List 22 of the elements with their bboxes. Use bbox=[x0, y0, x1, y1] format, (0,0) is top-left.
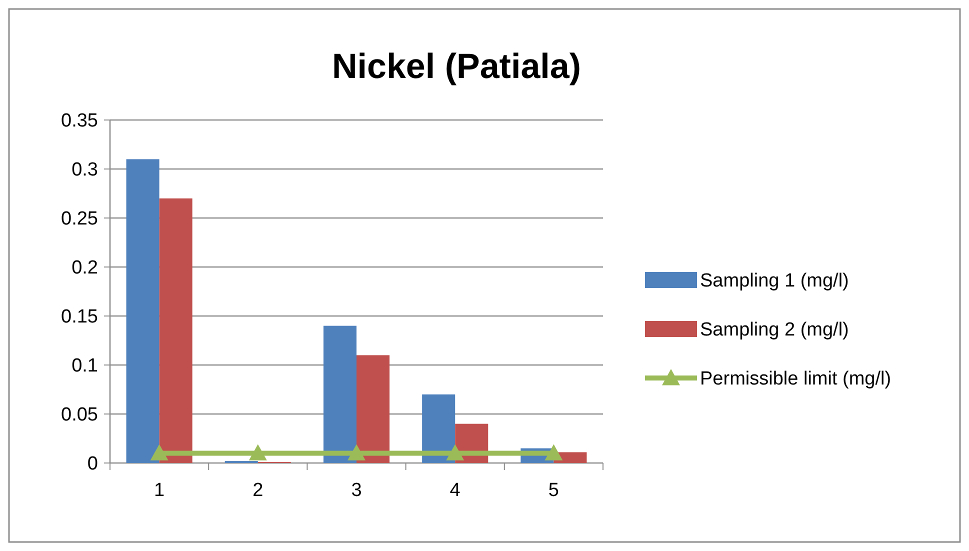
y-tick-label: 0.15 bbox=[61, 306, 98, 328]
y-tick-label: 0.2 bbox=[72, 258, 98, 279]
bar bbox=[323, 326, 356, 463]
x-tick-label: 4 bbox=[450, 480, 461, 501]
x-tick-label: 3 bbox=[351, 480, 362, 501]
x-tick-label: 5 bbox=[548, 480, 559, 501]
legend-label: Sampling 1 (mg/l) bbox=[700, 270, 849, 292]
legend-label: Permissible limit (mg/l) bbox=[700, 368, 892, 390]
y-tick-label: 0.3 bbox=[72, 160, 98, 181]
y-tick-label: 0.1 bbox=[72, 356, 98, 377]
bar bbox=[356, 355, 390, 463]
y-tick-label: 0.25 bbox=[61, 208, 98, 230]
x-tick-label: 1 bbox=[154, 480, 165, 501]
y-tick-label: 0 bbox=[87, 454, 98, 475]
chart-title: Nickel (Patiala) bbox=[332, 47, 581, 86]
y-tick-label: 0.35 bbox=[61, 110, 98, 132]
bar bbox=[422, 394, 456, 463]
bar bbox=[126, 159, 160, 463]
legend-label: Sampling 2 (mg/l) bbox=[700, 320, 849, 341]
y-tick-label: 0.05 bbox=[61, 404, 98, 426]
bar bbox=[159, 198, 192, 463]
x-tick-label: 2 bbox=[252, 480, 264, 501]
